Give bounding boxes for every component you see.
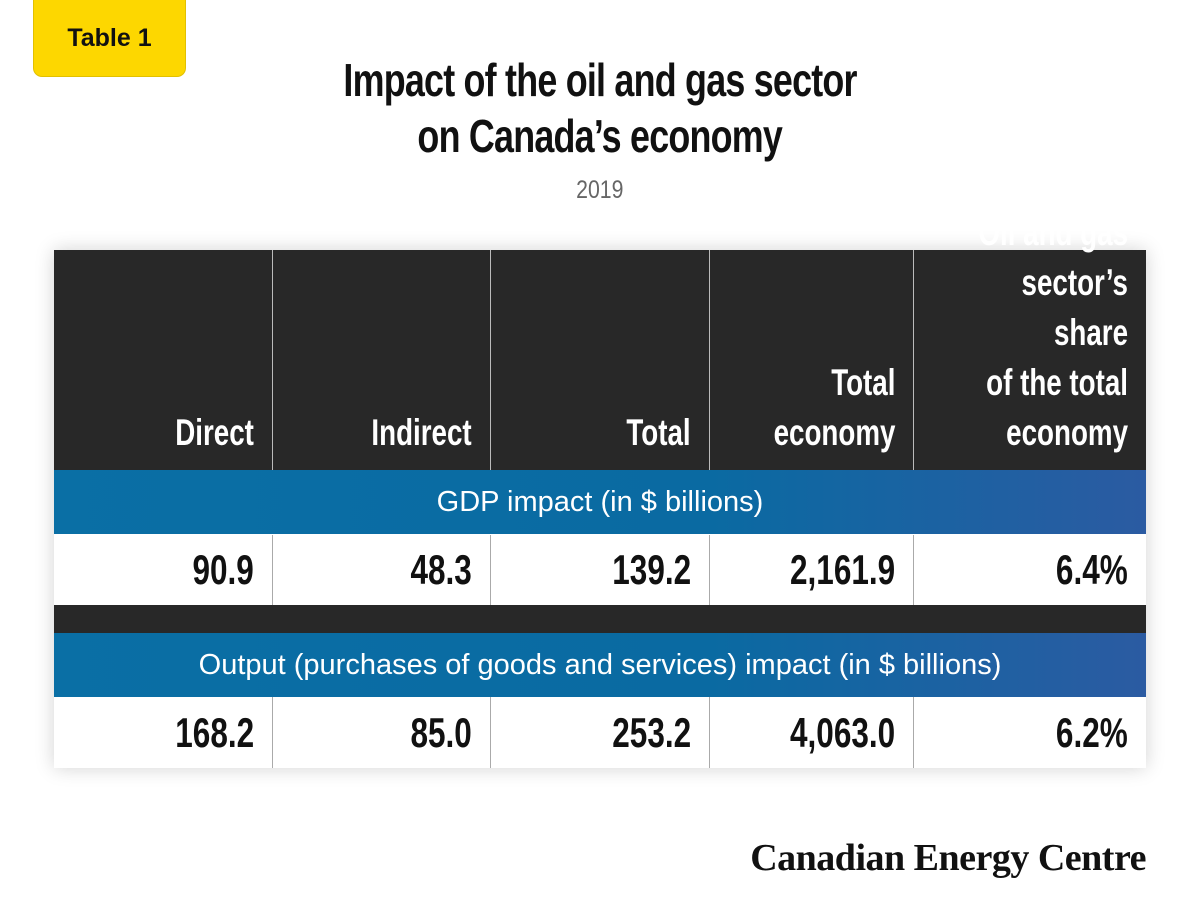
data-table: Direct Indirect Total Total economy Oil … [54, 212, 1146, 768]
title-line-1: Impact of the oil and gas sector [343, 54, 857, 106]
cell-gdp-total-economy: 2,161.9 [710, 535, 914, 605]
section-output-label: Output (purchases of goods and services)… [54, 633, 1146, 697]
section-divider [54, 605, 1146, 633]
cell-gdp-direct: 90.9 [54, 535, 273, 605]
table-row-output: 168.2 85.0 253.2 4,063.0 6.2% [54, 697, 1146, 768]
cell-output-total: 253.2 [491, 697, 710, 768]
column-header-direct: Direct [54, 250, 273, 470]
cell-output-total-economy: 4,063.0 [710, 697, 914, 768]
title-line-2: on Canada’s economy [417, 110, 783, 162]
brand-logo: Canadian Energy Centre [750, 837, 1146, 879]
header-row: Direct Indirect Total Total economy Oil … [54, 212, 1146, 470]
page-title: Impact of the oil and gas sector on Cana… [0, 52, 1200, 164]
column-header-total: Total [491, 250, 710, 470]
cell-output-indirect: 85.0 [273, 697, 491, 768]
section-gdp-label: GDP impact (in $ billions) [54, 470, 1146, 534]
subtitle-year: 2019 [0, 176, 1200, 205]
subtitle-text: 2019 [576, 176, 624, 204]
column-header-indirect: Indirect [273, 250, 491, 470]
column-header-total-economy: Total economy [710, 250, 914, 470]
cell-gdp-total: 139.2 [491, 535, 710, 605]
cell-output-direct: 168.2 [54, 697, 273, 768]
column-header-share: Oil and gas sector’s share of the total … [978, 212, 1128, 453]
cell-output-share: 6.2% [1056, 708, 1128, 756]
cell-gdp-share: 6.4% [1056, 546, 1128, 593]
cell-gdp-indirect: 48.3 [273, 535, 491, 605]
table-row-gdp: 90.9 48.3 139.2 2,161.9 6.4% [54, 535, 1146, 605]
table-number-badge: Table 1 [33, 0, 186, 77]
